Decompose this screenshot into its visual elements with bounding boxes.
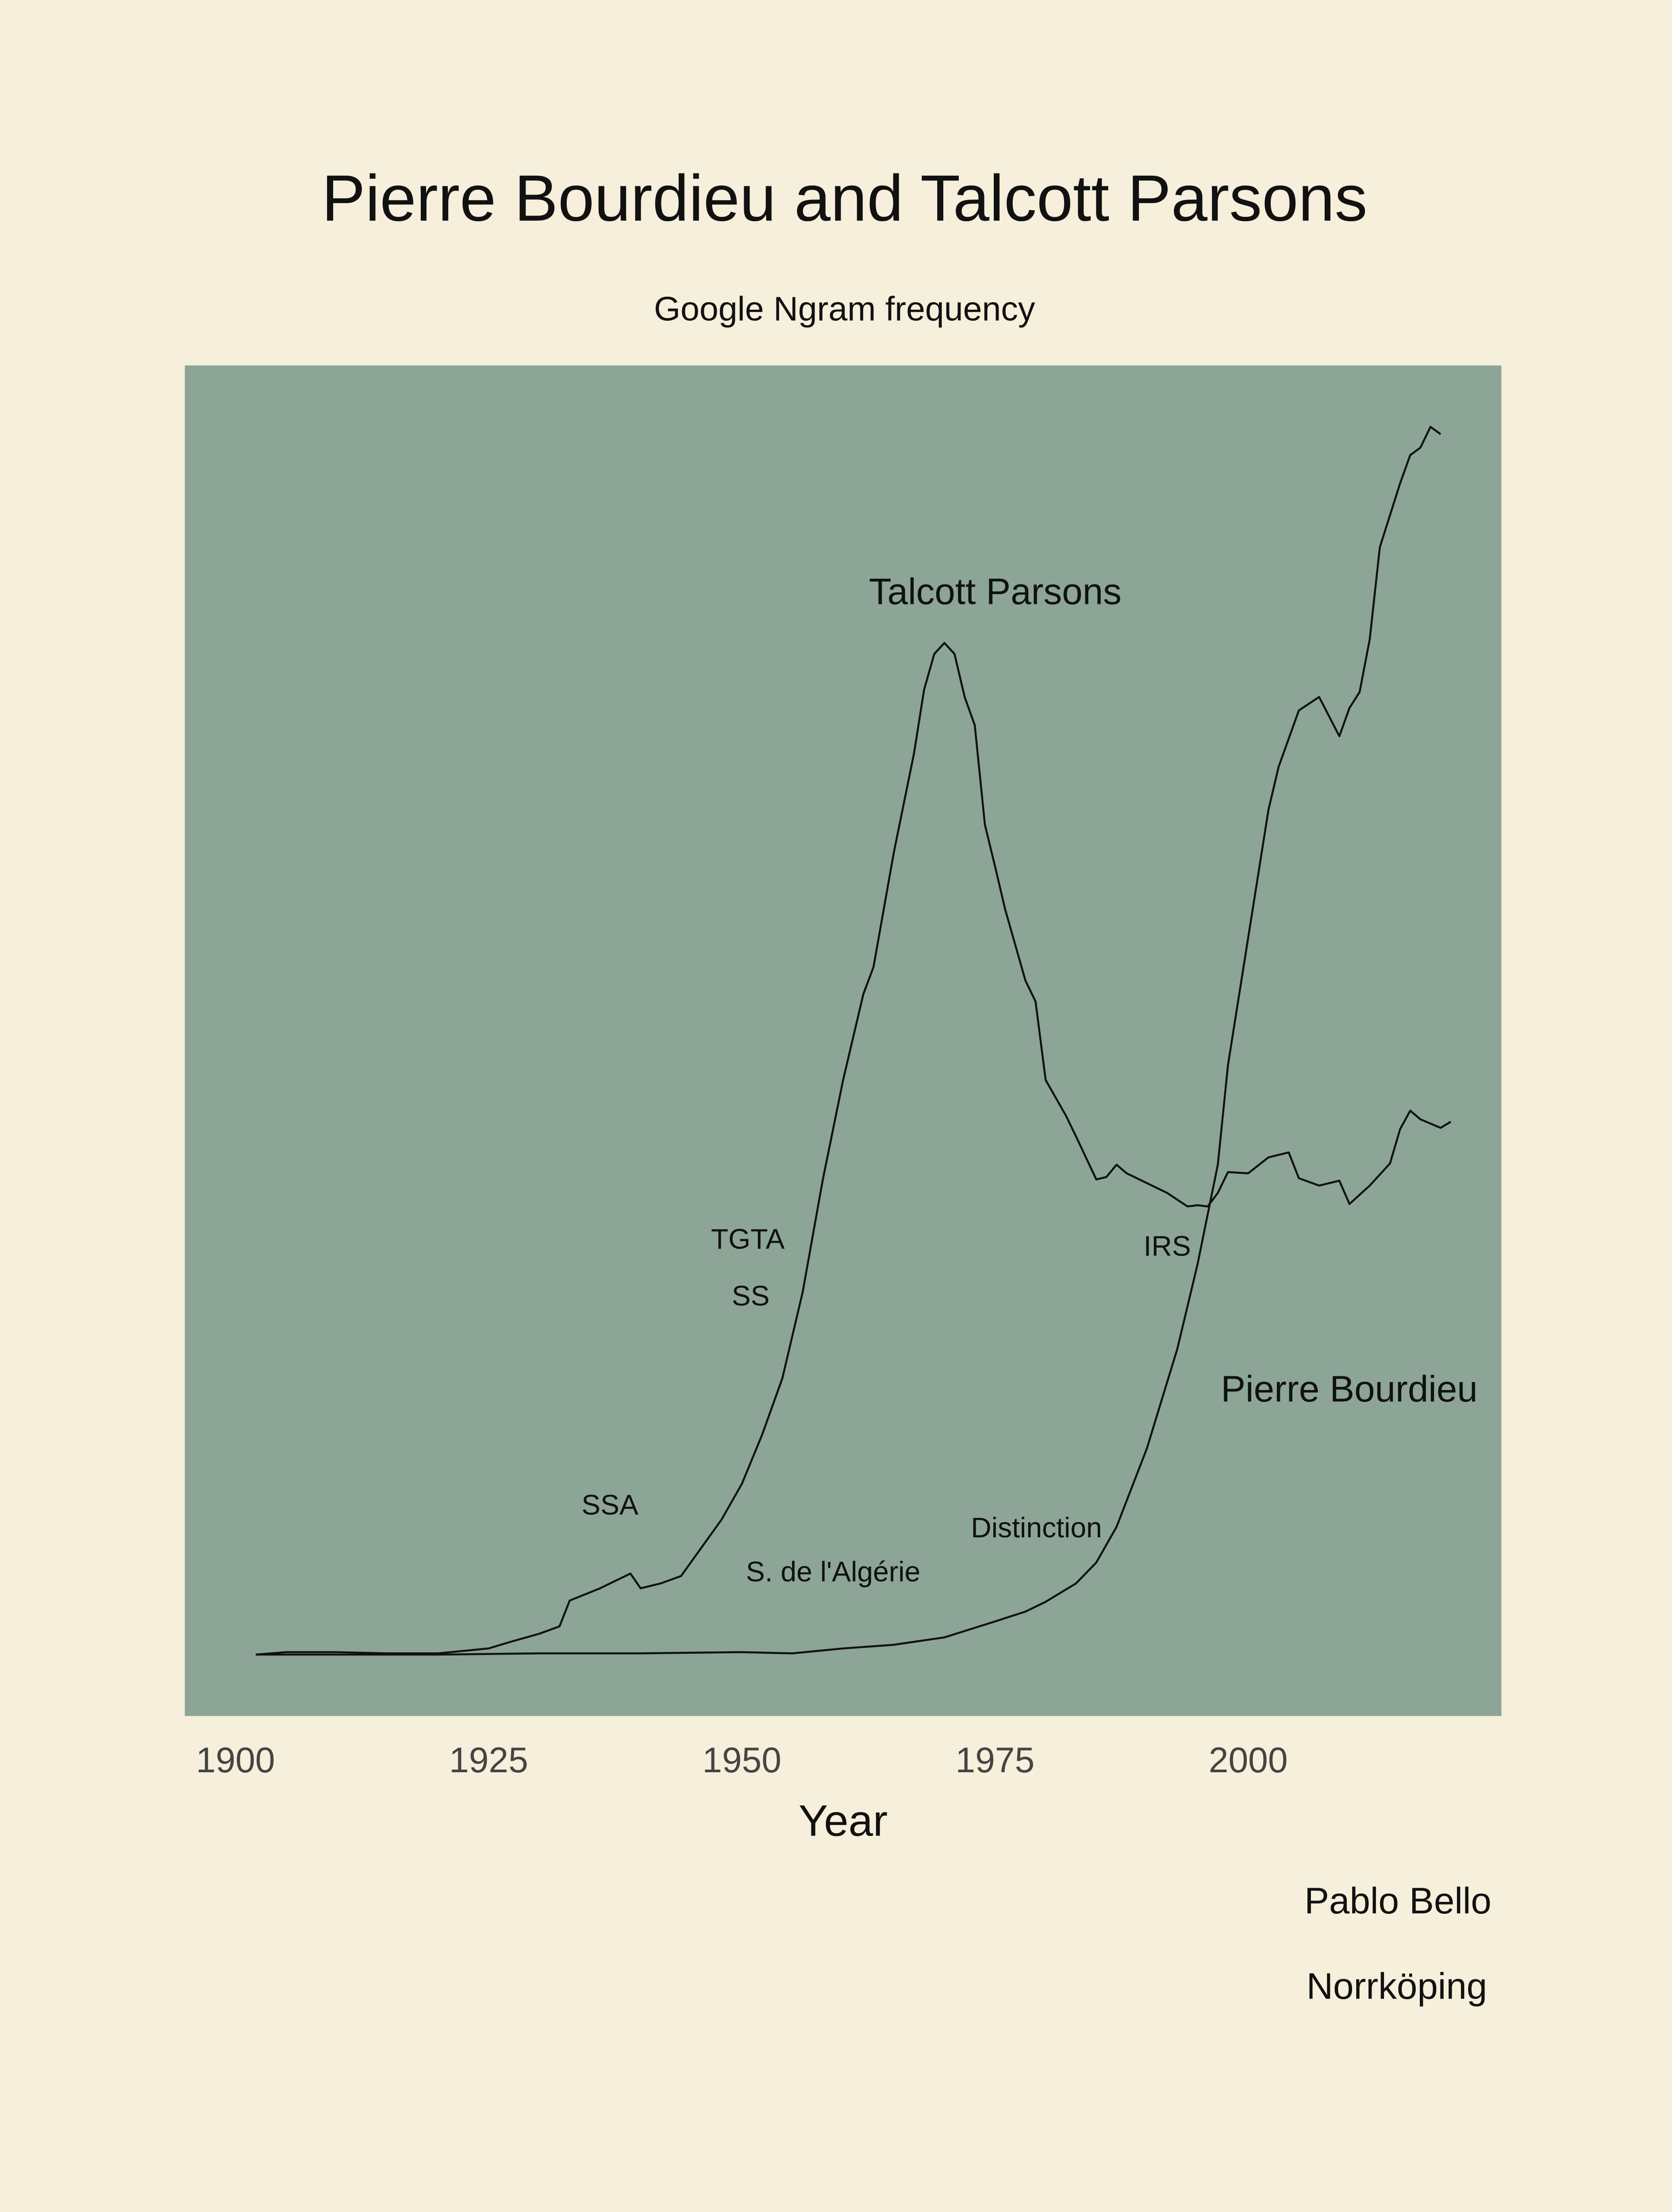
x-axis-title: Year bbox=[799, 1796, 888, 1845]
annotation: SS bbox=[732, 1280, 770, 1312]
annotation: IRS bbox=[1144, 1230, 1191, 1262]
series-line bbox=[255, 426, 1441, 1656]
annotation: Distinction bbox=[971, 1512, 1102, 1544]
series-label: Pierre Bourdieu bbox=[1221, 1368, 1477, 1409]
chart-title: Pierre Bourdieu and Talcott Parsons bbox=[322, 162, 1367, 235]
x-tick-label: 1950 bbox=[702, 1740, 781, 1780]
caption: Norrköping bbox=[1307, 1965, 1488, 2007]
series-label: Talcott Parsons bbox=[869, 570, 1122, 612]
caption: Pablo Bello bbox=[1304, 1880, 1491, 1921]
x-tick-label: 1925 bbox=[449, 1740, 528, 1780]
chart-subtitle: Google Ngram frequency bbox=[654, 290, 1035, 328]
x-tick-label: 1975 bbox=[956, 1740, 1035, 1780]
annotation: SSA bbox=[581, 1489, 638, 1521]
annotation: TGTA bbox=[711, 1223, 785, 1255]
plot-panel bbox=[184, 365, 1502, 1716]
series-line bbox=[255, 641, 1452, 1656]
x-tick-label: 1900 bbox=[196, 1740, 275, 1780]
annotation: S. de l'Algérie bbox=[746, 1555, 920, 1587]
x-tick-label: 2000 bbox=[1209, 1740, 1288, 1780]
